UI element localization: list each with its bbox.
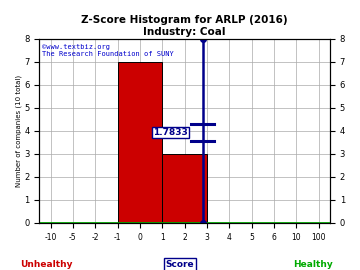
Text: ©www.textbiz.org
The Research Foundation of SUNY: ©www.textbiz.org The Research Foundation… [42, 44, 174, 57]
Bar [118, 62, 162, 223]
Y-axis label: Number of companies (10 total): Number of companies (10 total) [15, 75, 22, 187]
Title: Z-Score Histogram for ARLP (2016)
Industry: Coal: Z-Score Histogram for ARLP (2016) Indust… [81, 15, 288, 37]
Text: 1.7833: 1.7833 [153, 128, 188, 137]
Bar [162, 154, 207, 223]
Text: Unhealthy: Unhealthy [21, 260, 73, 269]
Text: Healthy: Healthy [293, 260, 333, 269]
Text: Score: Score [166, 260, 194, 269]
